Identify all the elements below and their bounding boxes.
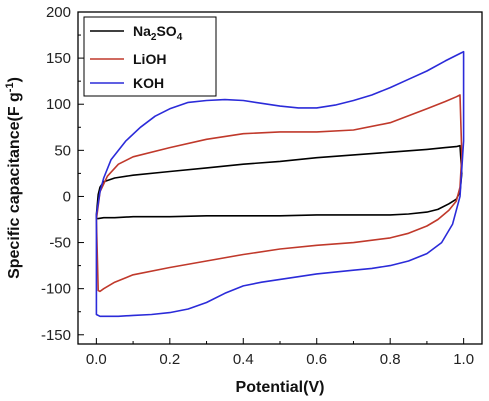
x-tick-label: 0.8 bbox=[380, 351, 401, 368]
x-tick-label: 0.0 bbox=[86, 351, 107, 368]
legend-na2so4-sub2: 4 bbox=[177, 32, 183, 43]
legend-label-na2so4: Na2SO4 bbox=[133, 23, 183, 43]
y-axis-title-main: Specific capacitance(F g bbox=[6, 92, 23, 279]
y-tick-label: 0 bbox=[63, 188, 71, 205]
x-tick-label: 0.4 bbox=[233, 351, 254, 368]
y-axis-ticks: -150 -100 -50 0 50 100 150 200 bbox=[41, 4, 84, 344]
x-axis-ticks: 0.0 0.2 0.4 0.6 0.8 1.0 bbox=[86, 338, 474, 368]
y-tick-label: -50 bbox=[49, 235, 71, 252]
legend-na2so4-part-b: SO bbox=[156, 23, 176, 39]
x-tick-label: 1.0 bbox=[453, 351, 474, 368]
y-axis-title: Specific capacitance(F g-1) bbox=[4, 77, 23, 279]
x-axis-title: Potential(V) bbox=[236, 379, 325, 396]
y-tick-label: -150 bbox=[41, 327, 71, 344]
y-tick-label: 100 bbox=[46, 96, 71, 113]
legend-na2so4-sub1: 2 bbox=[151, 32, 157, 43]
y-tick-label: 150 bbox=[46, 50, 71, 67]
legend-label-koh: KOH bbox=[133, 75, 164, 91]
series-layer bbox=[95, 50, 465, 318]
x-tick-label: 0.2 bbox=[159, 351, 180, 368]
y-axis-title-sup: -1 bbox=[4, 82, 16, 92]
y-tick-label: -100 bbox=[41, 281, 71, 298]
series-line-koh bbox=[95, 50, 465, 318]
y-tick-label: 50 bbox=[54, 142, 71, 159]
x-tick-label: 0.6 bbox=[306, 351, 327, 368]
legend-label-lioh: LiOH bbox=[133, 51, 166, 67]
legend: Na2SO4 LiOH KOH bbox=[83, 16, 217, 97]
y-tick-label: 200 bbox=[46, 4, 71, 21]
legend-na2so4-part-a: Na bbox=[133, 23, 151, 39]
series-line-lioh bbox=[95, 94, 463, 293]
series-line-na2so4 bbox=[95, 144, 463, 220]
y-axis-title-end: ) bbox=[6, 77, 23, 82]
